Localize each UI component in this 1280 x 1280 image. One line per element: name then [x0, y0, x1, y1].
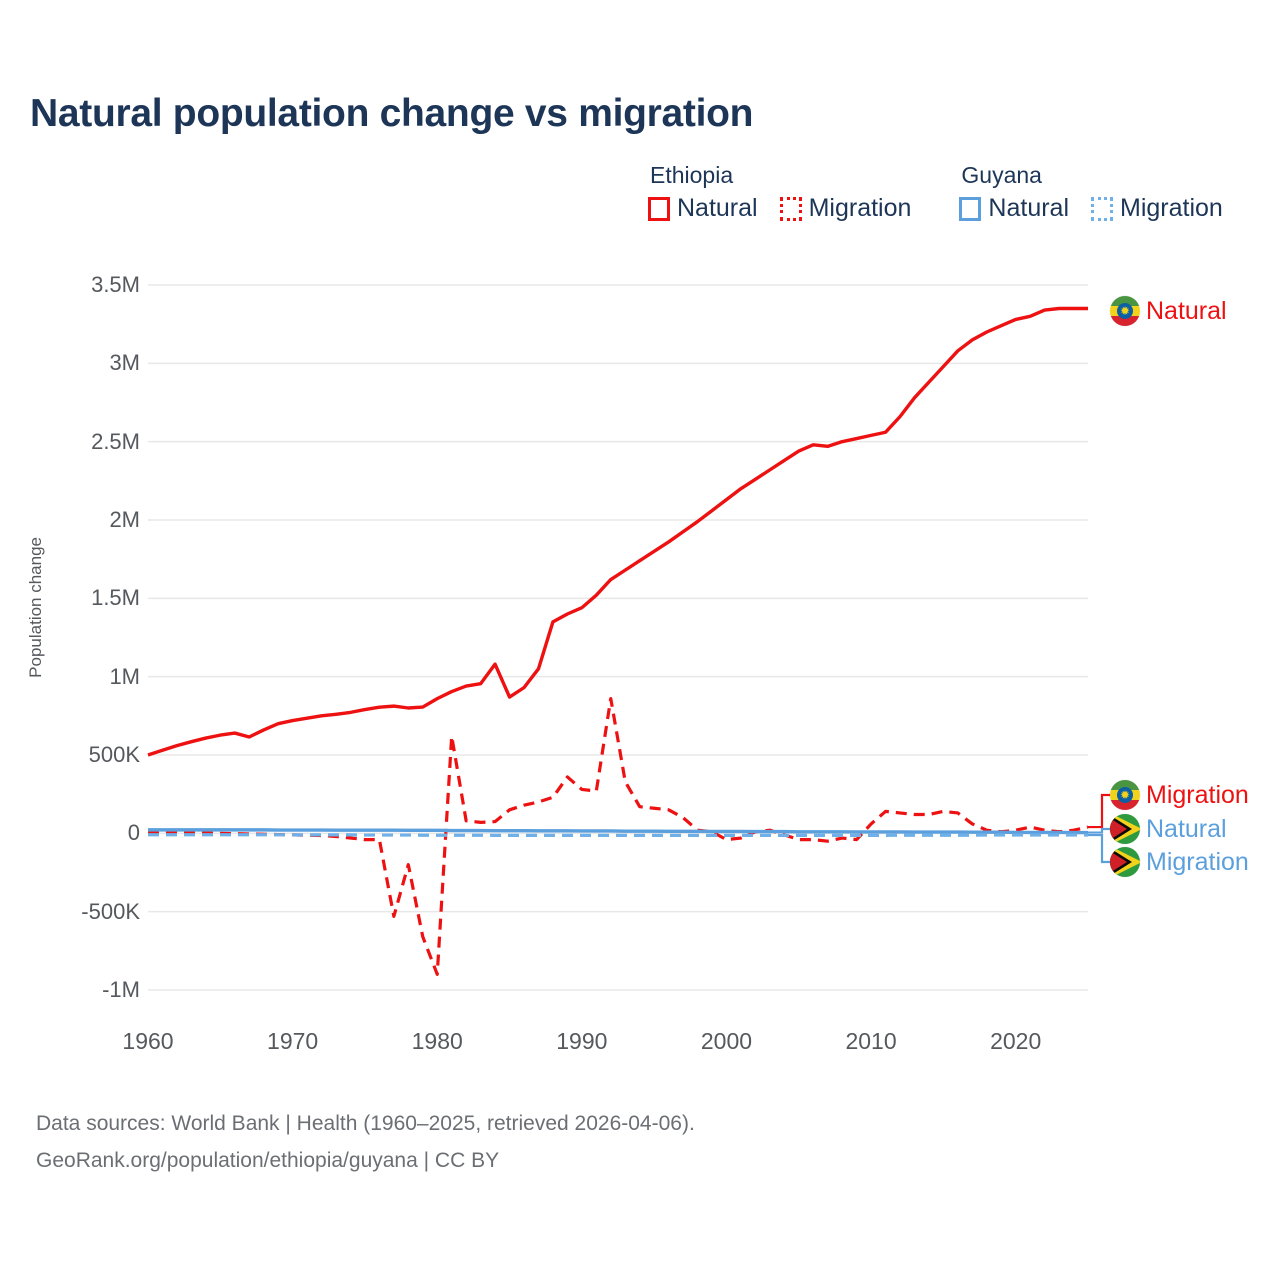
x-tick-label: 1970 [267, 1028, 319, 1054]
footer-line-1: Data sources: World Bank | Health (1960–… [36, 1112, 695, 1135]
legend-items: Natural Migration [959, 194, 1223, 223]
legend-country-name: Guyana [961, 162, 1042, 188]
series-line-guyana-migration [148, 833, 1088, 837]
legend-swatch-dotted [1091, 196, 1114, 221]
y-tick-label: 0 [127, 820, 140, 846]
leader-guyana-natural [1088, 827, 1110, 834]
series-line-ethiopia-migration [147, 696, 1089, 976]
ethiopia-flag-icon: ✹ [1110, 296, 1140, 326]
legend-swatch-solid [648, 196, 670, 221]
guyana-flag-icon [1110, 847, 1140, 877]
end-label-guyana-migration[interactable]: Migration [1110, 847, 1249, 877]
legend-group-ethiopia: Ethiopia Natural Migration [648, 162, 911, 223]
legend-item-label: Natural [988, 194, 1070, 223]
legend-country-name: Ethiopia [650, 162, 734, 188]
y-tick-label: 1.5M [91, 585, 140, 611]
y-axis-ticks: 3.5M 3M 2.5M 2M 1.5M 1M 500K 0 -500K -1M [0, 272, 140, 1002]
chart-legend: Ethiopia Natural Migration Guyana Natural Mig… [648, 162, 1223, 223]
legend-item-ethiopia-natural[interactable]: Natural [648, 194, 758, 223]
x-tick-label: 1990 [556, 1028, 608, 1054]
y-tick-label: -500K [81, 898, 140, 924]
legend-item-guyana-migration[interactable]: Migration [1091, 194, 1223, 223]
y-tick-label: 3M [109, 350, 140, 376]
y-tick-label: 500K [88, 742, 140, 767]
y-tick-label: 2.5M [91, 428, 140, 454]
legend-item-label: Natural [677, 194, 758, 223]
x-tick-label: 1980 [411, 1028, 463, 1054]
legend-swatch-solid [959, 196, 982, 221]
footer-notes: Data sources: World Bank | Health (1960–… [36, 1106, 695, 1180]
end-label-ethiopia-natural[interactable]: ✹ Natural [1110, 296, 1227, 326]
end-label-text: Natural [1146, 814, 1227, 843]
x-tick-label: 2010 [845, 1028, 897, 1054]
legend-item-guyana-natural[interactable]: Natural [959, 194, 1069, 223]
y-tick-label: 2M [109, 507, 140, 532]
x-tick-label: 2000 [700, 1028, 753, 1054]
x-tick-label: 1960 [122, 1028, 174, 1054]
end-label-ethiopia-migration[interactable]: ✹ Migration [1110, 780, 1249, 810]
end-label-guyana-natural[interactable]: Natural [1110, 814, 1227, 844]
leader-ethiopia-migration [1088, 793, 1110, 829]
legend-items: Natural Migration [648, 194, 911, 223]
y-tick-label: 1M [109, 663, 140, 689]
legend-item-label: Migration [1120, 194, 1223, 223]
end-label-text: Migration [1146, 780, 1249, 809]
ethiopia-flag-icon: ✹ [1110, 780, 1140, 810]
end-label-text: Natural [1146, 296, 1227, 325]
legend-group-guyana: Guyana Natural Migration [959, 162, 1223, 223]
legend-item-ethiopia-migration[interactable]: Migration [779, 194, 912, 223]
series-line-ethiopia-natural [147, 306, 1088, 757]
end-label-text: Migration [1146, 847, 1249, 876]
legend-swatch-dotted [779, 196, 802, 221]
footer-line-2: GeoRank.org/population/ethiopia/guyana |… [36, 1148, 500, 1172]
x-tick-label: 2020 [990, 1028, 1042, 1054]
leader-guyana-migration [1088, 833, 1110, 864]
page-title: Natural population change vs migration [30, 92, 754, 135]
guyana-flag-icon [1110, 814, 1140, 844]
legend-item-label: Migration [808, 194, 912, 223]
y-tick-label: 3.5M [91, 272, 140, 297]
series-line-guyana-natural [148, 828, 1088, 835]
y-tick-label: -1M [102, 977, 140, 1002]
